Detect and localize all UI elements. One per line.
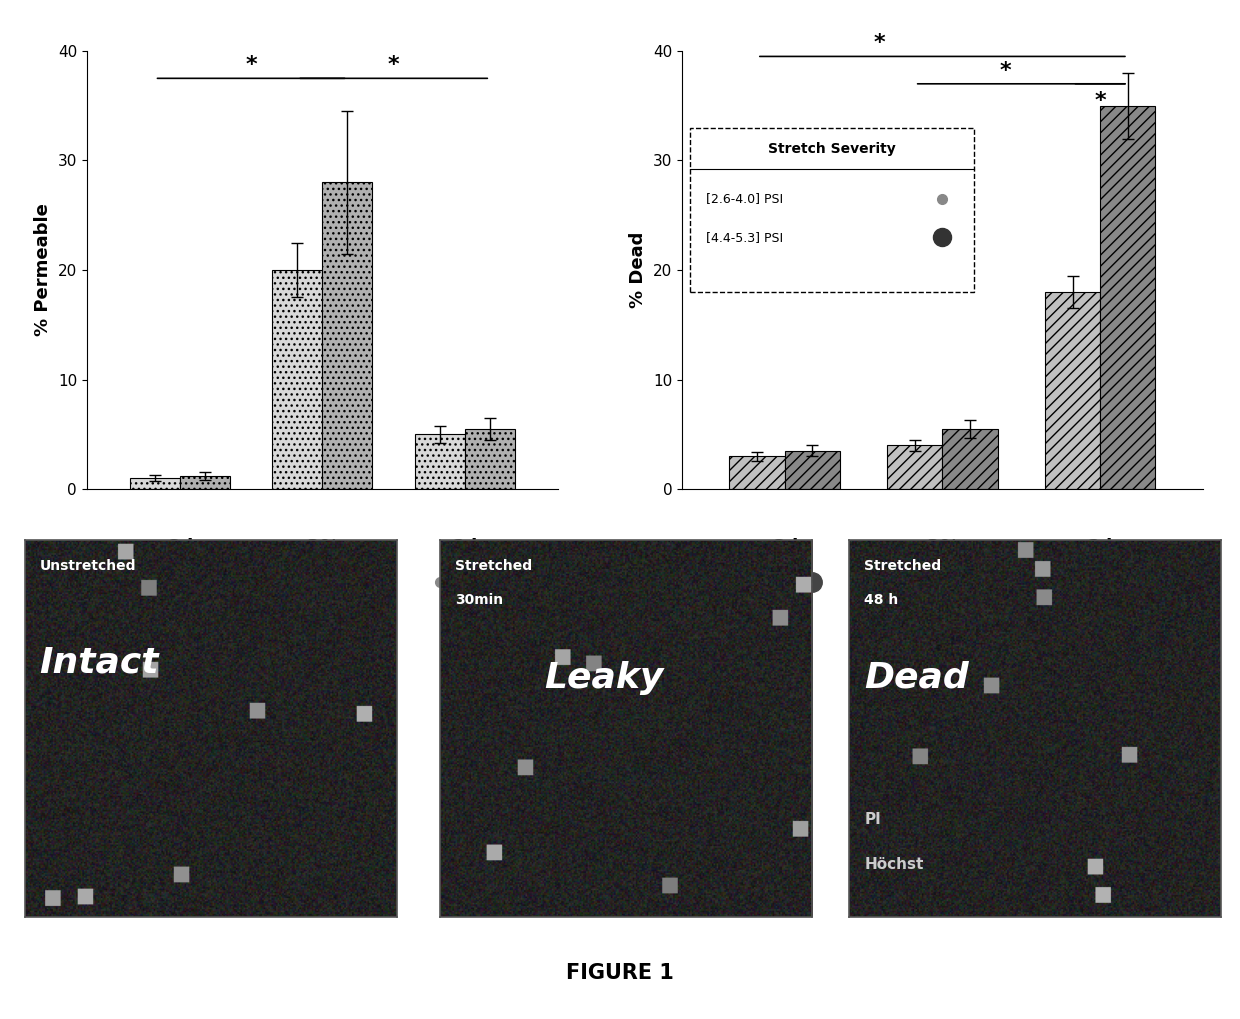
Y-axis label: % Permeable: % Permeable xyxy=(35,204,52,336)
Text: Crl: Crl xyxy=(165,538,193,556)
Text: Höchst: Höchst xyxy=(864,857,924,872)
Bar xyxy=(322,182,372,489)
Text: *: * xyxy=(246,55,257,75)
Bar xyxy=(729,457,785,489)
Text: PI: PI xyxy=(864,811,882,826)
Text: Stretched: Stretched xyxy=(864,558,941,573)
Text: *: * xyxy=(388,55,399,75)
Text: Intact: Intact xyxy=(40,646,159,680)
Text: Leaky: Leaky xyxy=(544,660,663,695)
Text: 2d: 2d xyxy=(453,538,477,556)
Bar xyxy=(465,429,515,489)
Text: Dead: Dead xyxy=(864,660,968,695)
Bar xyxy=(785,450,839,489)
FancyBboxPatch shape xyxy=(689,127,973,291)
Bar xyxy=(273,270,322,489)
Text: Crl: Crl xyxy=(770,538,799,556)
Bar xyxy=(887,445,942,489)
Text: 30min: 30min xyxy=(455,593,503,607)
Text: 48 h: 48 h xyxy=(864,593,899,607)
Text: *: * xyxy=(873,34,885,53)
Text: 30': 30' xyxy=(928,538,957,556)
Text: Stretched: Stretched xyxy=(455,558,532,573)
Bar xyxy=(1045,291,1100,489)
Text: FIGURE 1: FIGURE 1 xyxy=(567,963,673,983)
Bar xyxy=(1100,106,1156,489)
Bar xyxy=(180,476,229,489)
Y-axis label: % Dead: % Dead xyxy=(630,232,647,308)
Text: 2d: 2d xyxy=(1087,538,1112,556)
Text: Unstretched: Unstretched xyxy=(40,558,136,573)
Text: *: * xyxy=(999,60,1012,81)
Bar xyxy=(942,429,998,489)
Text: [2.6-4.0] PSI: [2.6-4.0] PSI xyxy=(706,193,782,206)
Bar xyxy=(130,478,180,489)
Text: 30': 30' xyxy=(308,538,337,556)
Text: [4.4-5.3] PSI: [4.4-5.3] PSI xyxy=(706,230,782,244)
Bar xyxy=(415,434,465,489)
Text: Stretch Severity: Stretch Severity xyxy=(768,142,895,156)
Text: *: * xyxy=(1095,91,1106,111)
